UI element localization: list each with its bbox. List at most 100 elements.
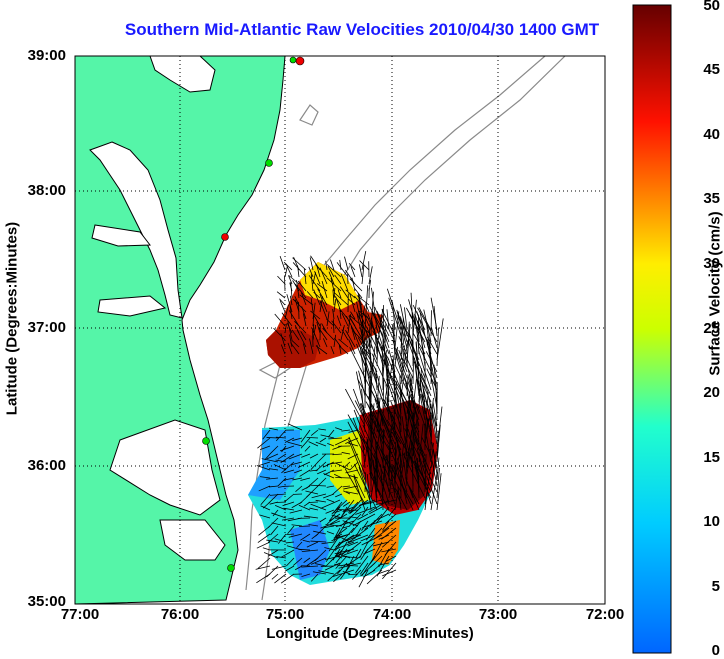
- velocity-vector: [296, 541, 303, 549]
- velocity-vector: [436, 467, 440, 499]
- velocity-vector: [268, 468, 279, 471]
- velocity-vector: [396, 457, 408, 493]
- velocity-vector: [382, 334, 386, 379]
- velocity-vector: [348, 474, 359, 479]
- velocity-vector: [342, 525, 351, 529]
- velocity-vector: [324, 555, 341, 561]
- velocity-vector: [425, 469, 438, 493]
- velocity-vector: [335, 555, 348, 569]
- velocity-vector: [302, 343, 307, 355]
- velocity-vector: [301, 549, 319, 553]
- river: [91, 224, 151, 247]
- velocity-vector: [274, 313, 286, 327]
- velocity-vector: [388, 297, 402, 337]
- velocity-vector: [334, 548, 355, 555]
- velocity-vector: [358, 499, 383, 506]
- station-marker: [265, 159, 273, 167]
- velocity-vector: [316, 283, 328, 292]
- velocity-vector: [345, 388, 366, 427]
- velocity-vector: [358, 370, 366, 397]
- velocity-vector: [345, 329, 356, 348]
- velocity-vector: [418, 454, 426, 475]
- velocity-vector: [284, 323, 287, 334]
- colorbar-tick: 30: [703, 255, 720, 272]
- velocity-vector: [361, 251, 367, 271]
- velocity-vector: [291, 461, 303, 466]
- velocity-vector: [348, 442, 359, 447]
- velocity-vector: [381, 413, 396, 451]
- velocity-vector: [366, 343, 378, 385]
- velocity-vector: [301, 573, 311, 578]
- velocity-vector: [301, 453, 311, 458]
- velocity-vector: [409, 313, 426, 343]
- velocity-vector: [430, 403, 438, 445]
- velocity-vector: [402, 488, 414, 511]
- velocity-vector: [332, 453, 343, 456]
- velocity-vector: [386, 374, 396, 397]
- velocity-vector: [393, 347, 402, 373]
- velocity-vector: [308, 275, 321, 292]
- velocity-vector: [369, 370, 372, 415]
- velocity-vector: [341, 329, 349, 341]
- velocity-vector: [280, 333, 286, 348]
- velocity-vector: [382, 378, 385, 409]
- velocity-vector: [336, 315, 342, 327]
- velocity-vector: [297, 330, 307, 348]
- velocity-vector: [283, 493, 295, 503]
- velocity-vector: [258, 485, 271, 492]
- velocity-vector: [394, 449, 401, 481]
- velocity-vector: [292, 257, 307, 271]
- velocity-vector: [341, 562, 355, 567]
- velocity-vector: [334, 437, 351, 446]
- velocity-vector: [322, 461, 335, 468]
- velocity-vector: [349, 293, 356, 313]
- velocity-vector: [376, 397, 380, 433]
- velocity-vector: [385, 354, 390, 397]
- velocity-vector: [369, 424, 384, 463]
- velocity-vector: [417, 334, 420, 355]
- velocity-vector: [319, 437, 327, 443]
- x-tick-label: 76:00: [160, 606, 200, 623]
- x-axis-label: Longitude (Degrees:Minutes): [266, 625, 474, 642]
- velocity-vector: [379, 320, 390, 349]
- x-tick-label: 74:00: [372, 606, 412, 623]
- velocity-vector: [381, 314, 396, 343]
- velocity-vector: [418, 350, 426, 373]
- velocity-vector: [310, 540, 327, 543]
- velocity-vector: [315, 441, 327, 447]
- velocity-vector: [355, 548, 362, 559]
- velocity-vector: [381, 548, 397, 553]
- velocity-vector: [273, 464, 287, 471]
- velocity-vector: [361, 264, 365, 285]
- velocity-vector: [259, 445, 271, 450]
- velocity-vector: [358, 294, 363, 313]
- velocity-vector: [329, 513, 341, 522]
- velocity-vector: [392, 339, 402, 367]
- velocity-vector: [286, 294, 293, 313]
- velocity-vector: [306, 436, 319, 439]
- velocity-vector: [280, 344, 286, 355]
- velocity-vector: [375, 499, 397, 506]
- velocity-vector: [333, 299, 337, 313]
- velocity-vector: [279, 300, 286, 313]
- velocity-vector: [400, 333, 406, 361]
- velocity-vector: [291, 524, 303, 527]
- velocity-vector: [303, 515, 319, 519]
- velocity-vector: [385, 555, 397, 562]
- velocity-vector: [310, 310, 321, 320]
- velocity-vector: [418, 307, 432, 331]
- velocity-vector: [382, 569, 397, 577]
- velocity-vector: [375, 318, 390, 355]
- velocity-vector: [288, 453, 303, 460]
- velocity-vector: [345, 469, 359, 474]
- velocity-vector: [277, 477, 287, 487]
- velocity-vector: [382, 520, 390, 531]
- velocity-vector: [347, 314, 351, 334]
- velocity-vector: [431, 327, 438, 349]
- velocity-vector: [256, 573, 271, 584]
- velocity-vector: [293, 557, 303, 566]
- velocity-vector: [368, 388, 372, 427]
- velocity-vector: [259, 476, 271, 479]
- velocity-vector: [372, 459, 378, 499]
- velocity-vector: [436, 473, 442, 511]
